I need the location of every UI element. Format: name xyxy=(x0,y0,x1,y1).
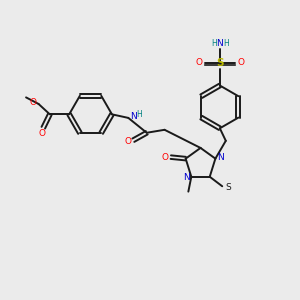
Text: O: O xyxy=(237,58,244,67)
Text: H: H xyxy=(211,39,217,48)
Text: H: H xyxy=(223,39,229,48)
Text: O: O xyxy=(30,98,37,107)
Text: S: S xyxy=(225,183,231,192)
Text: S: S xyxy=(216,58,224,68)
Text: N: N xyxy=(130,112,137,121)
Text: O: O xyxy=(196,58,202,67)
Text: O: O xyxy=(38,129,45,138)
Text: O: O xyxy=(124,137,131,146)
Text: N: N xyxy=(217,39,223,48)
Text: H: H xyxy=(136,110,142,118)
Text: N: N xyxy=(217,153,224,162)
Text: N: N xyxy=(183,173,190,182)
Text: O: O xyxy=(161,153,168,162)
